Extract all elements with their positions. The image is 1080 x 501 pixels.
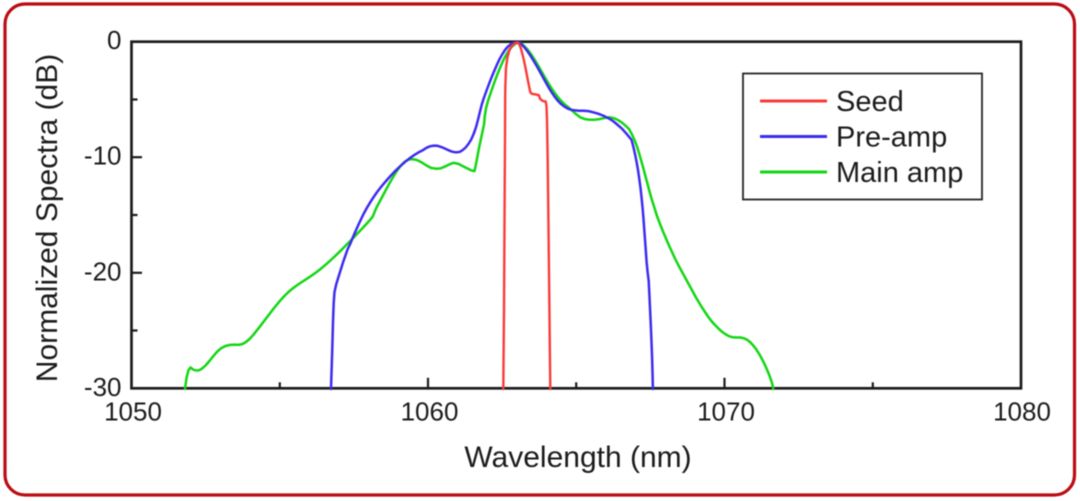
svg-text:1060: 1060 [401, 397, 459, 427]
svg-text:Wavelength (nm): Wavelength (nm) [464, 441, 691, 474]
svg-text:-10: -10 [84, 141, 122, 171]
svg-text:1080: 1080 [993, 397, 1051, 427]
svg-text:Main amp: Main amp [836, 157, 963, 189]
svg-text:-30: -30 [84, 372, 122, 402]
svg-text:0: 0 [107, 25, 121, 55]
svg-text:Normalized Spectra (dB): Normalized Spectra (dB) [31, 54, 64, 382]
svg-text:Pre-amp: Pre-amp [836, 122, 947, 154]
svg-text:1050: 1050 [104, 397, 162, 427]
svg-text:Seed: Seed [836, 86, 904, 118]
svg-text:1070: 1070 [697, 397, 755, 427]
svg-text:-20: -20 [84, 256, 122, 286]
